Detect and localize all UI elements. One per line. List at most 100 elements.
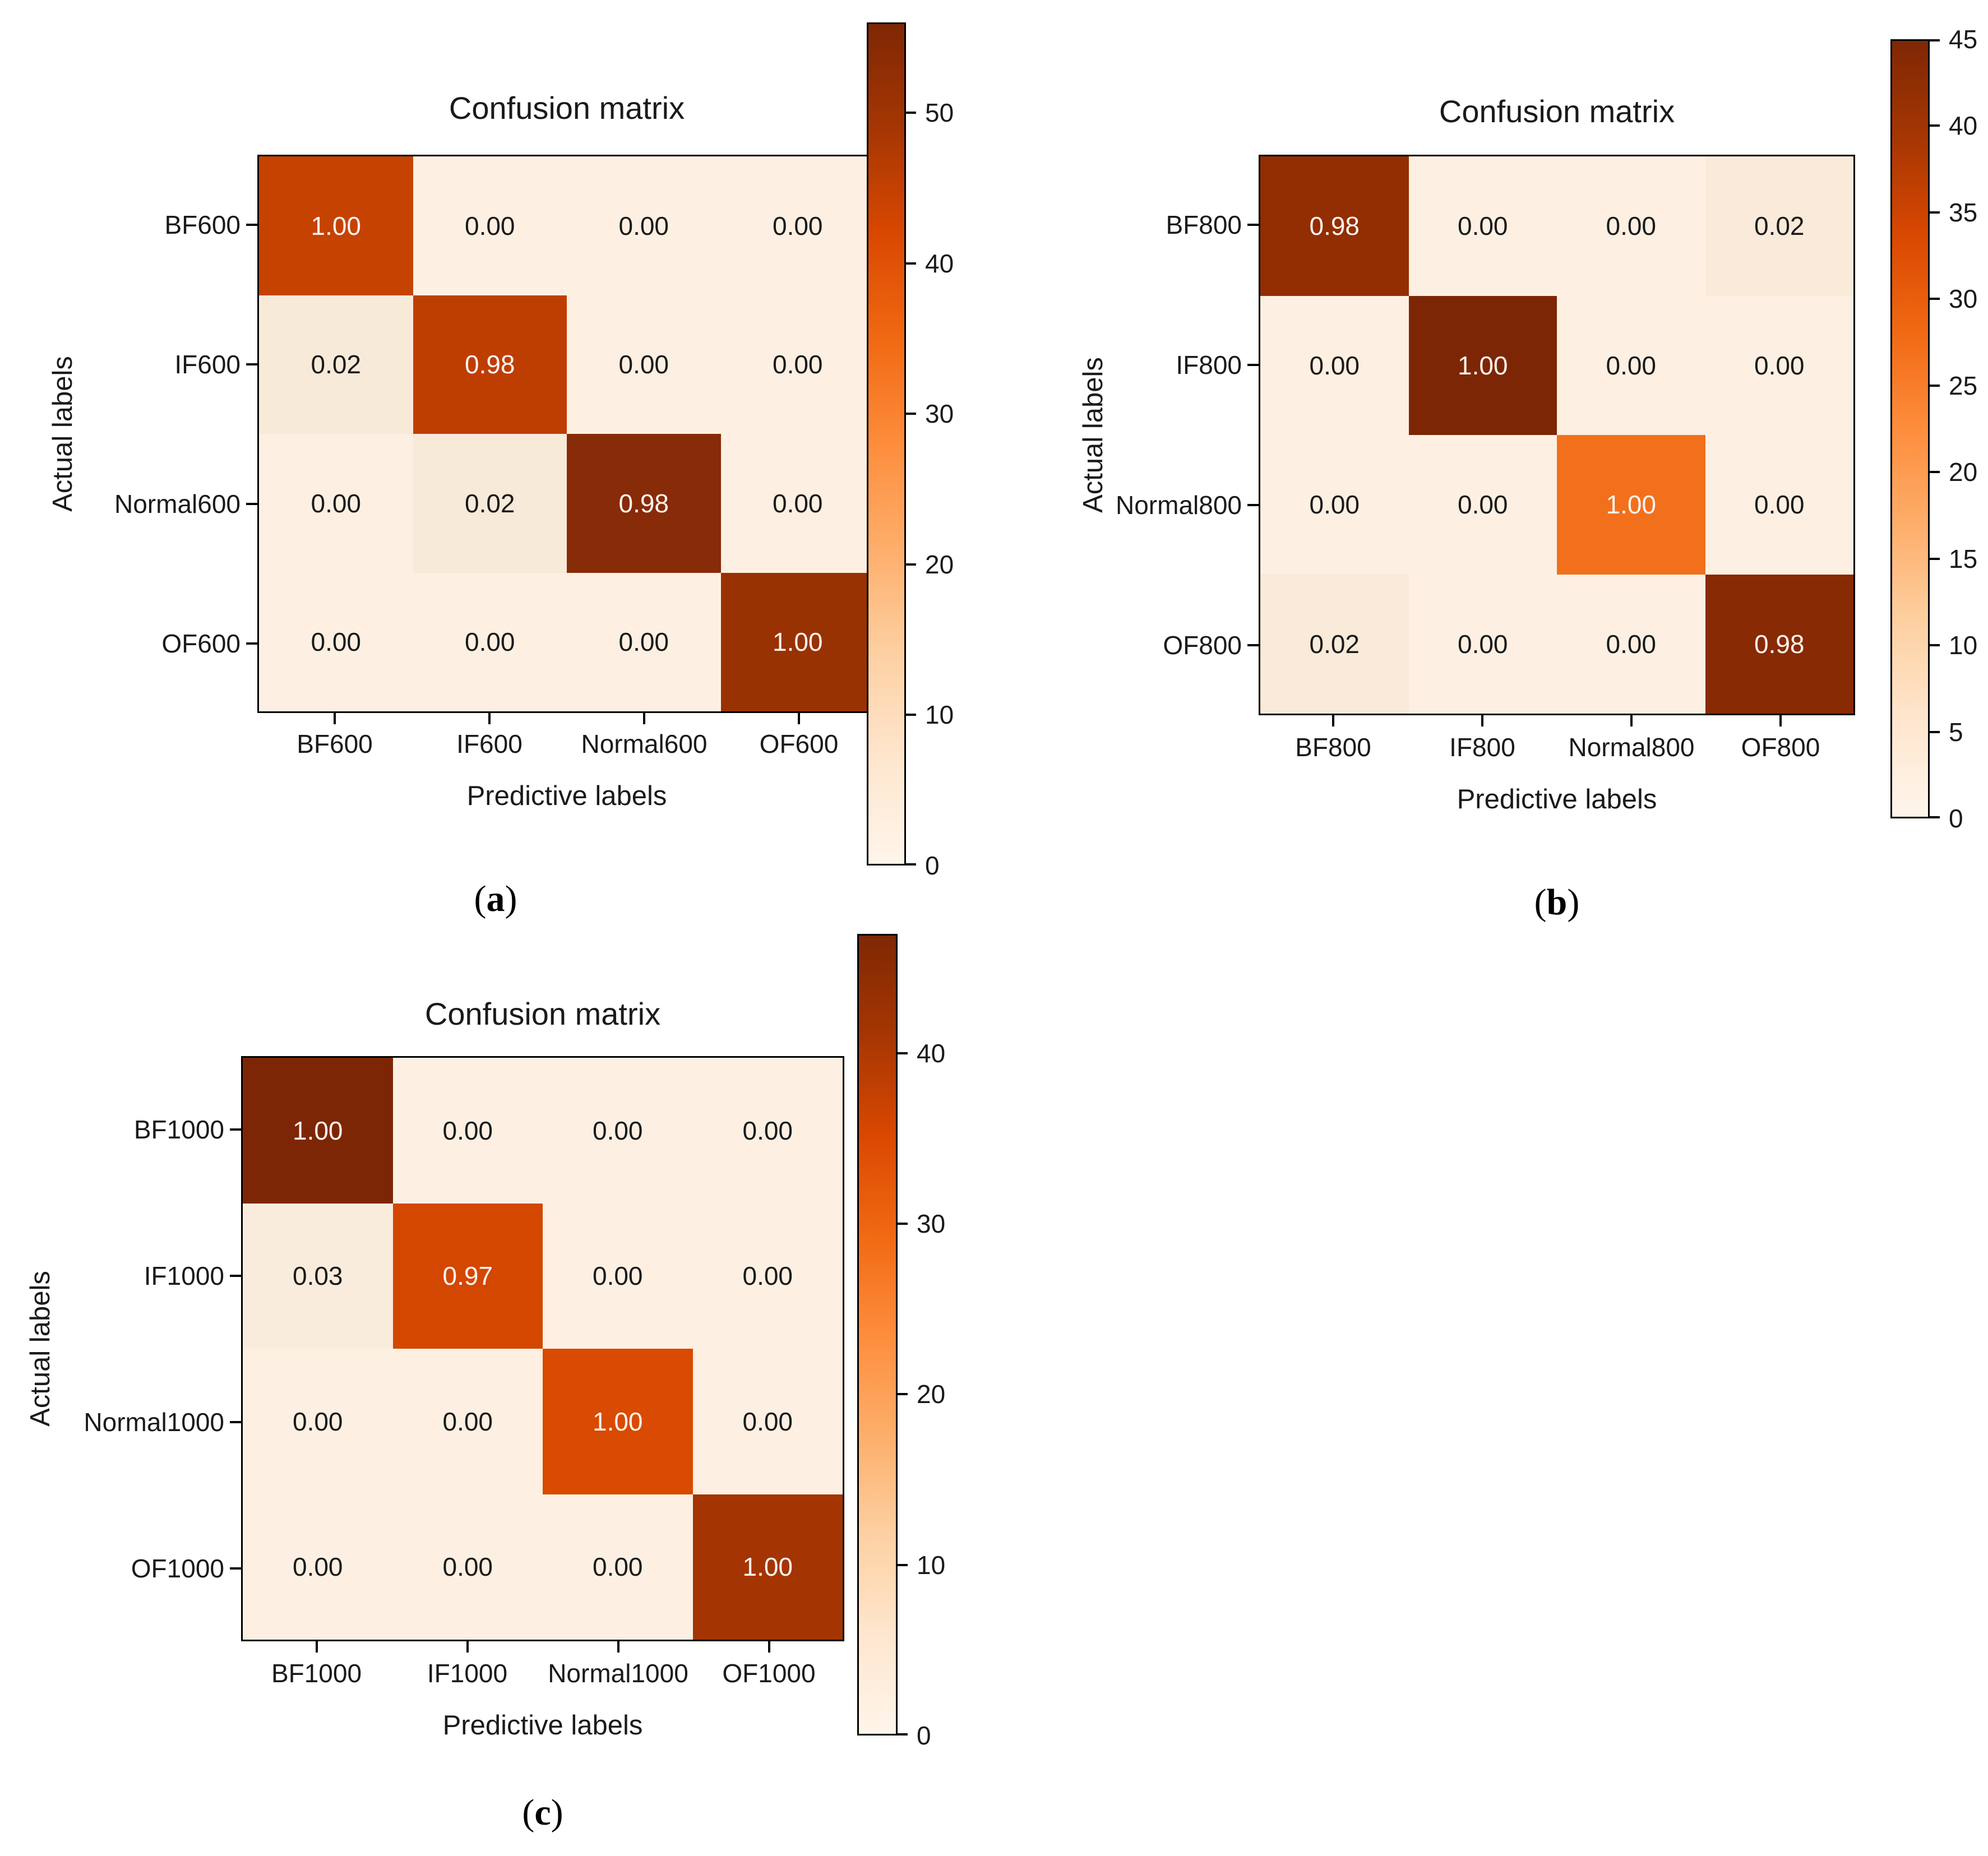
colorbar-tick-label: 40 (925, 248, 954, 278)
colorbar-tick-label: 10 (917, 1550, 946, 1580)
y-tick-label: OF1000 (131, 1553, 224, 1583)
colorbar-tick-label: 50 (925, 98, 954, 128)
colorbar-tick-mark (1930, 124, 1940, 127)
y-tick-label: OF800 (1163, 631, 1242, 660)
panel-caption: (b) (1534, 881, 1580, 924)
colorbar-tick-mark (906, 563, 916, 566)
matrix-cell: 0.00 (1260, 295, 1409, 435)
y-tick-label: Normal800 (1116, 490, 1242, 520)
x-tick-mark (1481, 715, 1483, 726)
colorbar-tick-mark (898, 1733, 908, 1735)
colorbar-tick-mark (906, 863, 916, 865)
colorbar-tick-mark (906, 262, 916, 265)
matrix-cell: 0.00 (567, 156, 721, 295)
y-tick-mark (230, 1420, 241, 1423)
y-tick-mark (1247, 644, 1259, 646)
matrix-cell: 0.03 (243, 1203, 393, 1349)
x-tick-mark (798, 713, 800, 724)
chart-title: Confusion matrix (449, 90, 685, 126)
matrix-cell: 0.00 (413, 572, 567, 711)
matrix-cell: 0.98 (1260, 156, 1409, 296)
y-tick-mark (1247, 364, 1259, 366)
colorbar-tick-label: 10 (1949, 631, 1978, 660)
matrix-cell: 0.02 (413, 434, 567, 573)
panel-caption: (c) (522, 1792, 563, 1834)
caption-paren: ( (522, 1792, 535, 1833)
matrix-cell: 0.00 (1705, 295, 1853, 435)
y-axis-label: Actual labels (25, 1271, 56, 1427)
x-axis-label: Predictive labels (442, 1710, 643, 1741)
matrix-cell: 0.00 (543, 1058, 693, 1204)
caption-paren: ( (474, 878, 487, 919)
colorbar-tick-label: 30 (1949, 284, 1978, 314)
colorbar-tick-label: 20 (925, 549, 954, 579)
colorbar-tick-label: 30 (925, 399, 954, 429)
colorbar-tick-label: 15 (1949, 544, 1978, 573)
y-tick-label: Normal1000 (84, 1407, 224, 1437)
x-tick-label: IF800 (1449, 733, 1515, 762)
matrix-cell: 0.00 (720, 434, 875, 573)
matrix-cell: 1.00 (543, 1349, 693, 1494)
x-tick-mark (1779, 715, 1782, 726)
y-tick-label: BF800 (1166, 210, 1242, 239)
chart-title: Confusion matrix (424, 996, 661, 1031)
matrix-cell: 1.00 (1557, 435, 1705, 575)
colorbar-tick-mark (906, 413, 916, 415)
colorbar-tick-mark (906, 112, 916, 114)
matrix-cell: 0.00 (692, 1058, 843, 1204)
matrix-cell: 0.00 (259, 572, 413, 711)
colorbar-tick-label: 20 (917, 1380, 946, 1409)
y-tick-label: OF600 (161, 628, 241, 658)
y-tick-label: Normal600 (114, 489, 241, 519)
matrix-cell: 0.00 (567, 295, 721, 434)
x-tick-label: Normal600 (581, 729, 708, 758)
matrix-cell: 0.00 (1557, 156, 1705, 296)
colorbar-tick-label: 20 (1949, 457, 1978, 487)
confusion-matrix-grid: 1.00 0.00 0.00 0.00 0.03 0.97 0.00 0.00 0.00 0.00… (241, 1056, 844, 1641)
y-tick-mark (246, 363, 257, 365)
colorbar-tick-mark (1930, 557, 1940, 560)
caption-letter: c (534, 1792, 551, 1833)
matrix-cell: 0.00 (692, 1203, 843, 1349)
y-tick-mark (246, 642, 257, 645)
colorbar (867, 22, 906, 865)
x-tick-label: IF1000 (427, 1659, 508, 1688)
y-tick-label: BF600 (164, 210, 241, 239)
matrix-cell: 0.00 (1260, 435, 1409, 575)
matrix-cell: 0.00 (1557, 574, 1705, 714)
y-tick-label: BF1000 (133, 1114, 224, 1144)
y-tick-label: IF1000 (144, 1261, 224, 1290)
matrix-cell: 1.00 (692, 1494, 843, 1640)
colorbar-tick-label: 5 (1949, 717, 1963, 747)
x-tick-mark (643, 713, 645, 724)
matrix-cell: 0.98 (1705, 574, 1853, 714)
colorbar-tick-label: 0 (917, 1721, 931, 1750)
matrix-cell: 0.00 (543, 1494, 693, 1640)
matrix-cell: 0.98 (567, 434, 721, 573)
colorbar-tick-mark (1930, 816, 1940, 818)
matrix-cell: 0.00 (720, 295, 875, 434)
matrix-cell: 0.00 (392, 1058, 543, 1204)
colorbar-tick-label: 35 (1949, 197, 1978, 227)
x-tick-mark (768, 1641, 770, 1653)
y-tick-mark (230, 1128, 241, 1131)
matrix-cell: 0.02 (1260, 574, 1409, 714)
x-tick-mark (334, 713, 336, 724)
confusion-matrix-grid: 1.00 0.00 0.00 0.00 0.02 0.98 0.00 0.00 0.00 0.02… (257, 155, 876, 713)
colorbar-tick-label: 0 (1949, 804, 1963, 833)
panel-caption: (a) (474, 878, 517, 920)
x-axis-label: Predictive labels (1457, 784, 1657, 814)
colorbar-tick-mark (1930, 39, 1940, 41)
y-tick-mark (246, 223, 257, 226)
colorbar-tick-mark (1930, 211, 1940, 214)
colorbar-tick-label: 0 (925, 851, 940, 880)
colorbar-tick-label: 45 (1949, 25, 1978, 54)
colorbar-tick-label: 10 (925, 700, 954, 730)
matrix-cell: 0.00 (543, 1203, 693, 1349)
caption-paren: ) (551, 1792, 563, 1833)
colorbar-tick-mark (906, 714, 916, 716)
matrix-cell: 0.00 (259, 434, 413, 573)
